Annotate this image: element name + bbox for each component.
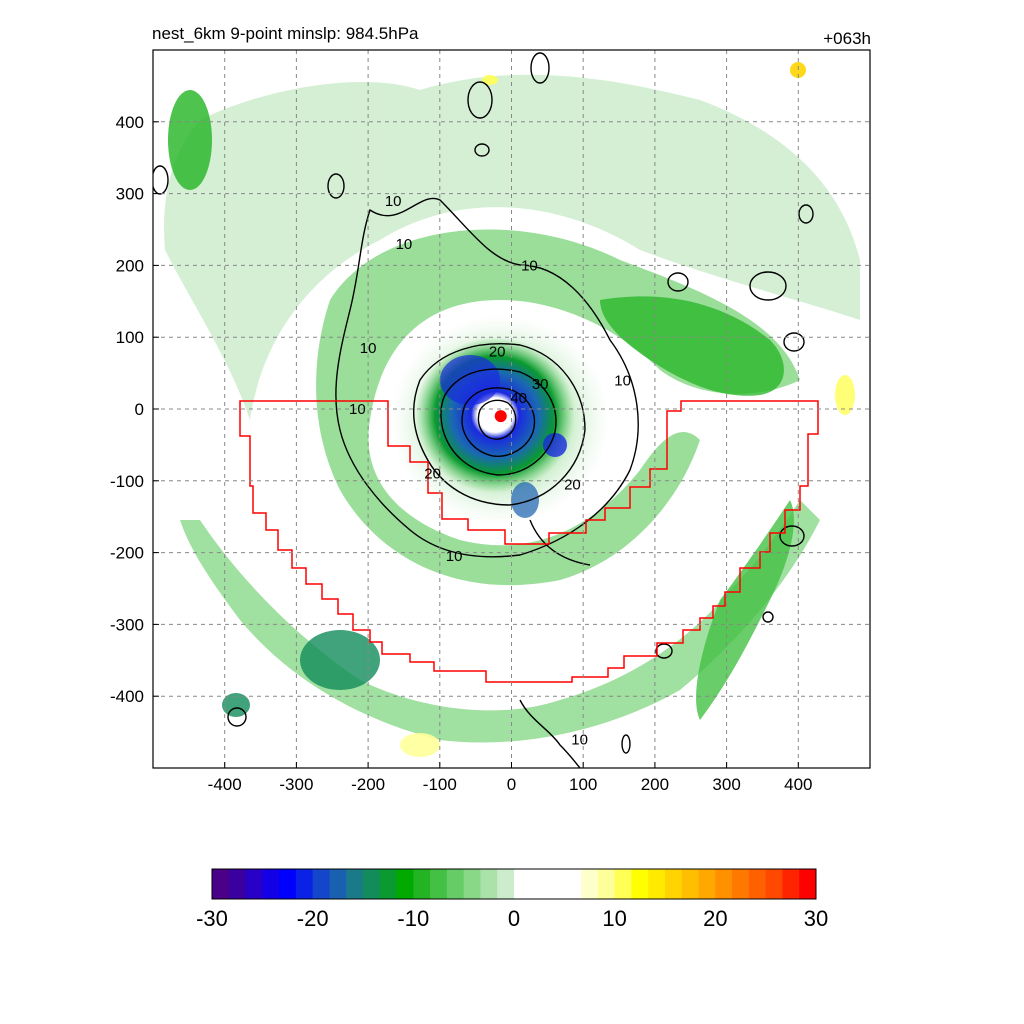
inner-nest-boundary [239, 400, 819, 683]
field-band-outer [164, 74, 860, 420]
forecast-hour-label: +063h [823, 29, 871, 48]
y-tick-label: 300 [116, 185, 144, 204]
field-band-east [696, 500, 794, 720]
contour-label: 10 [521, 257, 538, 274]
contour-label: 30 [532, 376, 549, 393]
y-axis: 400 300 200 100 0 -100 -200 -300 -400 [110, 113, 159, 706]
x-tick-label: -100 [423, 775, 457, 794]
colorbar-swatch [631, 869, 649, 899]
colorbar-swatch [514, 869, 532, 899]
contour-label: 10 [385, 193, 402, 210]
colorbar-swatch [597, 869, 616, 899]
colorbar-swatch [480, 869, 498, 899]
colorbar-swatch [312, 869, 330, 899]
x-axis: -400 -300 -200 -100 0 100 200 300 400 [208, 762, 812, 794]
colorbar-swatch [262, 869, 280, 899]
colorbar-tick-label: 0 [508, 906, 520, 931]
colorbar-swatch [748, 869, 767, 899]
contour-label: 10 [614, 372, 631, 389]
colorbar-swatch [295, 869, 314, 899]
contour-label: 10 [446, 548, 463, 565]
colorbar-swatch [430, 869, 448, 899]
contour-label: 20 [424, 466, 441, 483]
colorbar-tick-label: 30 [804, 906, 828, 931]
colorbar-swatch [497, 869, 515, 899]
colorbar-swatch [799, 869, 817, 899]
colorbar-swatch [782, 869, 800, 899]
x-tick-label: -400 [208, 775, 242, 794]
contour-label: 10 [349, 401, 366, 418]
colorbar-swatch [698, 869, 716, 899]
colorbar-swatch [530, 869, 549, 899]
colorbar-tick-label: -10 [397, 906, 429, 931]
colorbar-swatch [379, 869, 398, 899]
colorbar-swatch [446, 869, 465, 899]
x-tick-label: 300 [712, 775, 740, 794]
colorbar-swatch [547, 869, 565, 899]
colorbar-tick-label: 10 [602, 906, 626, 931]
colorbar-swatch [463, 869, 481, 899]
colorbar-swatch [581, 869, 599, 899]
colorbar-swatch [732, 869, 750, 899]
storm-center-layer [494, 410, 507, 423]
colorbar-swatch [346, 869, 364, 899]
y-tick-label: 400 [116, 113, 144, 132]
x-tick-label: 0 [507, 775, 516, 794]
colorbar-tick-label: -20 [297, 906, 329, 931]
colorbar-swatch [413, 869, 431, 899]
colorbar-swatch [765, 869, 783, 899]
colorbar-tick-label: 20 [703, 906, 727, 931]
x-tick-label: 400 [784, 775, 812, 794]
y-tick-label: -400 [110, 687, 144, 706]
colorbar-swatch [564, 869, 582, 899]
colorbar-swatch [681, 869, 700, 899]
y-tick-label: 0 [135, 400, 144, 419]
contour-labels: 10 10 10 10 10 10 20 30 40 20 20 10 10 [349, 193, 631, 749]
contour-label: 10 [571, 731, 588, 748]
colorbar-swatch [665, 869, 683, 899]
colorbar-swatch [228, 869, 247, 899]
contour-label: 40 [510, 390, 527, 407]
colorbar-tick-label: -30 [196, 906, 228, 931]
x-tick-label: 200 [641, 775, 669, 794]
field-band-ne [600, 296, 784, 396]
colorbar: -30 -20 -10 0 10 20 30 [196, 868, 828, 931]
colorbar-swatch [245, 869, 263, 899]
storm-center-marker [494, 410, 507, 423]
colorbar-swatch [363, 869, 381, 899]
colorbar-swatch [396, 869, 414, 899]
colorbar-swatch [212, 869, 230, 899]
contour-label: 10 [396, 236, 413, 253]
colorbar-swatch [648, 869, 666, 899]
colorbar-swatch [614, 869, 632, 899]
colorbar-frame [211, 868, 817, 900]
y-tick-label: 100 [116, 328, 144, 347]
colorbar-swatch [329, 869, 347, 899]
x-tick-label: 100 [569, 775, 597, 794]
y-tick-label: -300 [110, 615, 144, 634]
x-tick-label: -200 [351, 775, 385, 794]
contour-label: 20 [564, 476, 581, 493]
colorbar-swatch [279, 869, 297, 899]
contour-label: 20 [489, 344, 506, 361]
contour-label: 10 [360, 340, 377, 357]
chart-title: nest_6km 9-point minslp: 984.5hPa [152, 24, 419, 43]
colorbar-swatch [715, 869, 733, 899]
y-tick-label: 200 [116, 256, 144, 275]
y-tick-label: -200 [110, 544, 144, 563]
x-tick-label: -300 [279, 775, 313, 794]
y-tick-label: -100 [110, 472, 144, 491]
